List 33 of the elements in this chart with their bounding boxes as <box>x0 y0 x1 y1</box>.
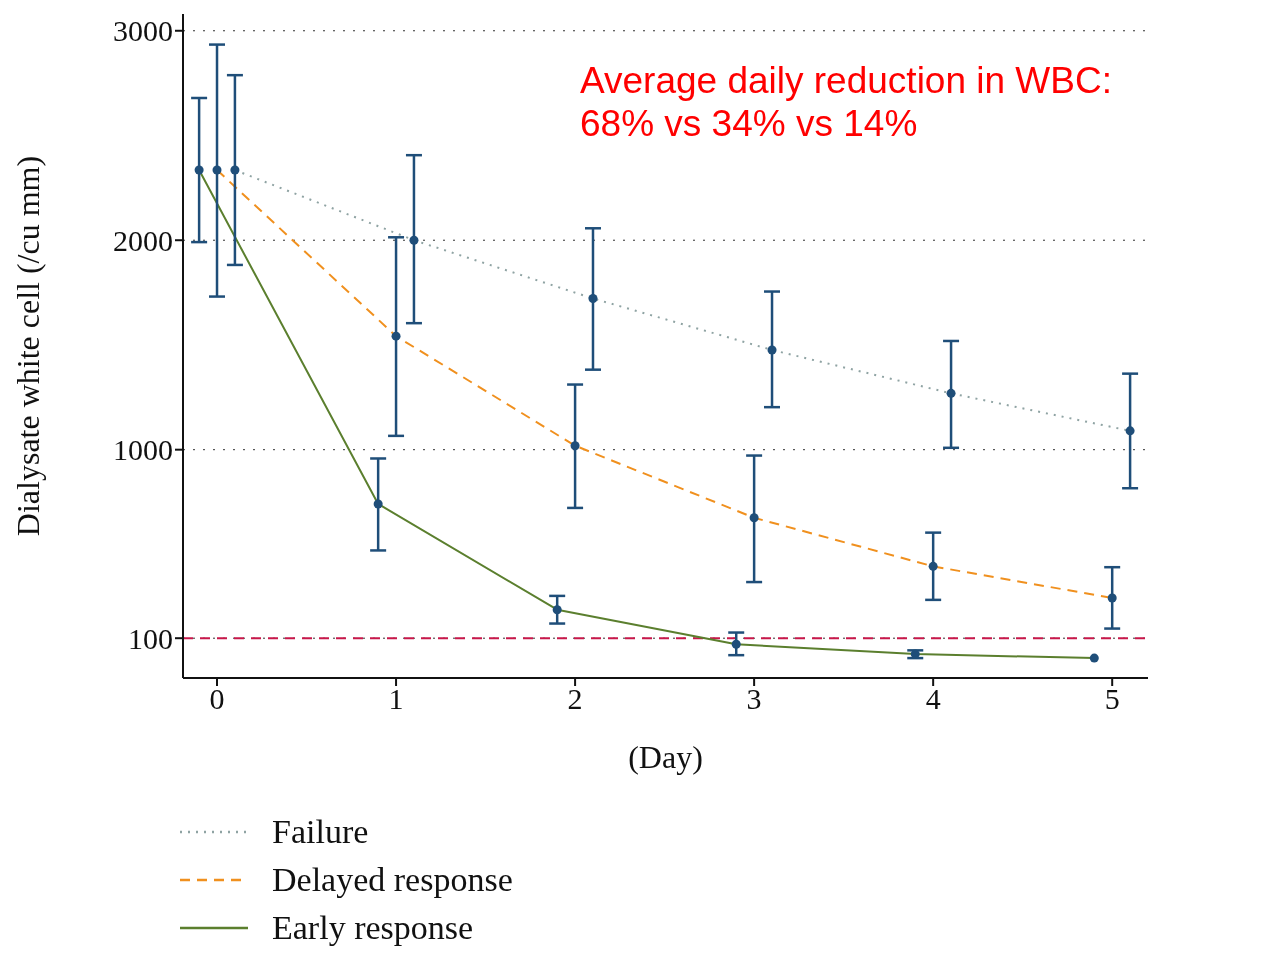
y-tick-label: 3000 <box>113 14 173 48</box>
x-tick-label: 1 <box>388 682 404 716</box>
point <box>570 441 580 451</box>
legend-label: Failure <box>272 813 369 851</box>
y-tick-label: 1000 <box>113 433 173 467</box>
legend-label: Delayed response <box>272 861 513 899</box>
legend-label: Early response <box>272 909 474 947</box>
y-tick-label: 2000 <box>113 223 173 257</box>
point <box>212 165 222 175</box>
x-tick-label: 3 <box>746 682 762 716</box>
point <box>767 345 777 355</box>
point <box>749 513 759 523</box>
point <box>552 605 562 615</box>
point <box>1125 426 1135 436</box>
point <box>928 561 938 571</box>
y-axis-title: Dialysate white cell (/cu mm) <box>10 155 47 537</box>
point <box>409 235 419 245</box>
point <box>1107 593 1117 603</box>
point <box>230 165 240 175</box>
x-tick-label: 5 <box>1104 682 1120 716</box>
point <box>588 293 598 303</box>
x-tick-label: 4 <box>925 682 941 716</box>
y-tick-label: 100 <box>128 621 173 655</box>
x-axis-title: (Day) <box>628 739 703 775</box>
annotation: Average daily reduction in WBC: 68% vs 34% vs 14% <box>580 60 1112 146</box>
point <box>731 639 741 649</box>
point <box>1089 653 1099 663</box>
point <box>391 331 401 341</box>
point <box>373 499 383 509</box>
point <box>946 388 956 398</box>
x-tick-label: 2 <box>567 682 583 716</box>
x-tick-label: 0 <box>209 682 225 716</box>
point <box>194 165 204 175</box>
